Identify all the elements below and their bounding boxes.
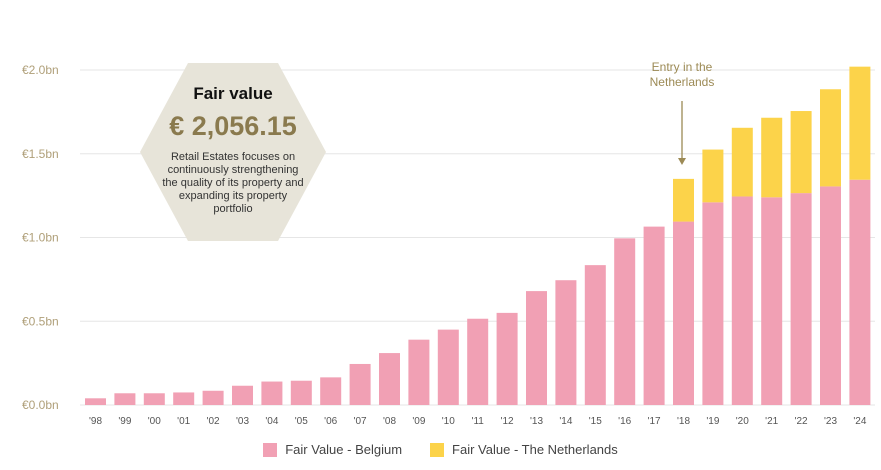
bar-belgium <box>820 186 841 405</box>
info-description-line: Retail Estates focuses on <box>171 151 295 163</box>
x-tick-label: '11 <box>472 416 485 427</box>
y-tick-label: €0.0bn <box>22 398 59 412</box>
x-tick-label: '05 <box>295 416 308 427</box>
x-tick-label: '22 <box>795 416 808 427</box>
bar-belgium <box>761 197 783 405</box>
x-tick-label: '07 <box>354 416 367 427</box>
bars <box>85 66 871 405</box>
x-tick-label: '04 <box>265 416 278 427</box>
bar-belgium <box>702 202 724 405</box>
info-value: € 2,056.15 <box>169 111 297 141</box>
info-title: Fair value <box>193 84 272 103</box>
info-description-line: expanding its property <box>179 190 288 202</box>
bar-belgium <box>584 265 606 405</box>
bar-belgium <box>643 226 665 405</box>
bar-belgium <box>290 380 312 405</box>
bar-belgium <box>555 280 577 405</box>
bar-netherlands <box>731 127 753 197</box>
bar-belgium <box>143 393 165 405</box>
bar-belgium <box>261 381 283 405</box>
x-tick-label: '18 <box>677 416 690 427</box>
bar-belgium <box>320 377 342 405</box>
x-tick-label: '13 <box>530 416 543 427</box>
annotation-arrow-head <box>678 158 686 165</box>
bar-netherlands <box>849 66 871 180</box>
x-tick-label: '19 <box>706 416 719 427</box>
legend-swatch-netherlands <box>430 442 445 457</box>
bar-belgium <box>202 390 224 405</box>
bar-belgium <box>526 291 547 405</box>
x-tick-label: '01 <box>177 416 190 427</box>
x-tick-label: '14 <box>559 416 572 427</box>
x-tick-label: '15 <box>589 416 602 427</box>
bar-belgium <box>614 238 636 405</box>
x-tick-label: '21 <box>765 416 778 427</box>
bar-belgium <box>232 385 253 405</box>
x-tick-label: '24 <box>853 416 866 427</box>
x-tick-label: '06 <box>324 416 337 427</box>
annotation-text: Netherlands <box>650 75 715 89</box>
y-tick-label: €2.0bn <box>22 63 59 77</box>
annotation-text: Entry in the <box>652 60 713 74</box>
legend-label-belgium: Fair Value - Belgium <box>285 442 403 457</box>
x-tick-label: '08 <box>383 416 396 427</box>
bar-belgium <box>408 339 430 405</box>
bar-belgium <box>173 392 195 405</box>
info-description-line: the quality of its property and <box>162 177 303 189</box>
x-tick-label: '02 <box>207 416 220 427</box>
y-tick-label: €1.0bn <box>22 231 59 245</box>
x-tick-label: '09 <box>412 416 425 427</box>
bar-netherlands <box>702 149 724 203</box>
y-tick-label: €1.5bn <box>22 147 59 161</box>
bar-belgium <box>349 363 371 405</box>
legend: Fair Value - Belgium Fair Value - The Ne… <box>0 442 881 457</box>
bar-belgium <box>731 196 753 405</box>
legend-swatch-belgium <box>263 442 278 457</box>
bar-netherlands <box>820 89 841 187</box>
x-tick-label: '98 <box>89 416 102 427</box>
legend-item-belgium: Fair Value - Belgium <box>263 442 402 457</box>
x-tick-label: '03 <box>236 416 249 427</box>
bar-netherlands <box>673 178 694 222</box>
bar-belgium <box>437 329 459 405</box>
bar-belgium <box>85 398 106 405</box>
x-axis-ticks: '98 '99 '00 '01 '02 '03 '04 '05 '06 '07 '08 '09 '10 '… <box>89 416 867 427</box>
x-tick-label: '00 <box>148 416 161 427</box>
x-tick-label: '20 <box>736 416 749 427</box>
info-hexagon: Fair value € 2,056.15 Retail Estates foc… <box>140 63 326 241</box>
chart: €0.0bn €0.5bn €1.0bn €1.5bn €2.0bn '98 '99 '00… <box>22 60 875 427</box>
netherlands-entry-annotation: Entry in the Netherlands <box>650 60 715 165</box>
bar-netherlands <box>790 111 812 194</box>
bar-belgium <box>849 179 871 405</box>
hexagon-shape <box>140 63 326 241</box>
bar-belgium <box>379 353 400 405</box>
bar-belgium <box>673 221 694 405</box>
bar-belgium <box>790 193 812 405</box>
x-tick-label: '17 <box>648 416 661 427</box>
x-tick-label: '99 <box>118 416 131 427</box>
bar-netherlands <box>761 117 783 198</box>
x-tick-label: '16 <box>618 416 631 427</box>
y-axis-ticks: €0.0bn €0.5bn €1.0bn €1.5bn €2.0bn <box>22 63 59 412</box>
info-description-line: portfolio <box>213 203 252 215</box>
x-tick-label: '10 <box>442 416 455 427</box>
bar-belgium <box>114 393 136 405</box>
info-description-line: continuously strengthening <box>168 164 299 176</box>
legend-item-netherlands: Fair Value - The Netherlands <box>430 442 618 457</box>
legend-label-netherlands: Fair Value - The Netherlands <box>452 442 618 457</box>
bar-belgium <box>496 312 518 405</box>
y-tick-label: €0.5bn <box>22 314 59 328</box>
x-tick-label: '12 <box>501 416 514 427</box>
x-tick-label: '23 <box>824 416 837 427</box>
bar-belgium <box>467 318 489 405</box>
